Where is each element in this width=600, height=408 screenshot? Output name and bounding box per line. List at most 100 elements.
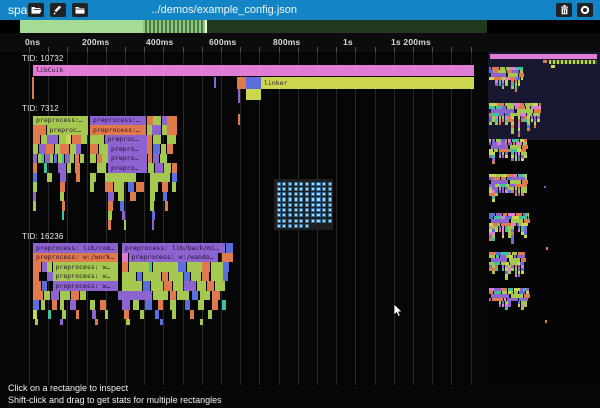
minimap-thumbnail-cell[interactable] xyxy=(522,145,528,149)
minimap-thumbnail-cell[interactable] xyxy=(502,67,506,70)
minimap-thumbnail-cell[interactable] xyxy=(517,174,523,177)
minimap-thumbnail-cell[interactable] xyxy=(507,174,514,177)
flame-bar[interactable] xyxy=(54,144,60,154)
minimap-thumbnail-cell[interactable] xyxy=(511,219,523,223)
minimap-thumbnail-cell[interactable] xyxy=(519,70,523,73)
minimap-thumbnail-cell[interactable] xyxy=(491,109,515,113)
minimap-thumbnail-cell[interactable] xyxy=(498,187,502,190)
minimap-thumbnail-cell[interactable] xyxy=(498,155,502,158)
flame-bar[interactable] xyxy=(47,134,58,144)
minimap-thumbnail-cell[interactable] xyxy=(495,119,498,122)
minimap-thumbnail-cell[interactable] xyxy=(509,258,520,262)
minimap-thumbnail-cell[interactable] xyxy=(498,226,502,229)
flame-bar[interactable] xyxy=(122,252,128,262)
minimap-thumbnail-cell[interactable] xyxy=(489,174,496,177)
flame-bar[interactable] xyxy=(237,114,240,125)
minimap-thumbnail-cell[interactable] xyxy=(514,106,518,109)
flame-bar[interactable] xyxy=(151,210,155,220)
flame-bar[interactable] xyxy=(128,262,149,272)
minimap-thumbnail-cell[interactable] xyxy=(517,304,521,307)
minimap-thumbnail-cell[interactable] xyxy=(519,223,522,226)
minimap-thumbnail-cell[interactable] xyxy=(521,298,529,301)
flame-bar[interactable] xyxy=(190,309,194,319)
minimap-thumbnail-cell[interactable] xyxy=(521,301,524,304)
minimap-thumbnail-cell[interactable] xyxy=(498,190,502,193)
minimap-thumbnail-cell[interactable] xyxy=(489,255,496,258)
flame-bar[interactable] xyxy=(190,271,201,281)
flame-bar[interactable] xyxy=(186,262,202,272)
flame-bar[interactable] xyxy=(58,134,66,144)
minimap-thumbnail-cell[interactable] xyxy=(493,252,496,255)
minimap-thumbnail-cell[interactable] xyxy=(513,255,517,258)
minimap-thumbnail-cell[interactable] xyxy=(506,70,512,73)
minimap-thumbnail-cell[interactable] xyxy=(492,235,495,238)
flame-bar[interactable] xyxy=(161,125,167,135)
minimap-thumbnail-cell[interactable] xyxy=(497,142,501,145)
flame-bar[interactable] xyxy=(168,271,183,281)
minimap-thumbnail-cell[interactable] xyxy=(520,77,523,80)
minimap-thumbnail-cell[interactable] xyxy=(511,298,519,301)
flame-bar[interactable] xyxy=(183,271,190,281)
flame-bar[interactable] xyxy=(70,300,76,310)
minimap-thumbnail-cell[interactable] xyxy=(495,268,498,271)
minimap-thumbnail-cell[interactable] xyxy=(489,223,493,226)
minimap-thumbnail-cell[interactable] xyxy=(492,113,499,116)
flame-bar[interactable] xyxy=(50,153,53,163)
minimap-thumbnail-cell[interactable] xyxy=(491,258,508,262)
flame-bar[interactable] xyxy=(62,153,64,163)
minimap-thumbnail-cell[interactable] xyxy=(520,255,525,258)
minimap-thumbnail-cell[interactable] xyxy=(495,184,500,187)
minimap-thumbnail-cell[interactable] xyxy=(520,262,525,265)
minimap-thumbnail-cell[interactable] xyxy=(523,288,526,291)
minimap-thumbnail-cell[interactable] xyxy=(519,139,524,142)
flame-bar[interactable] xyxy=(223,262,229,272)
minimap-thumbnail-cell[interactable] xyxy=(501,80,505,83)
minimap-thumbnail-cell[interactable] xyxy=(495,187,498,190)
minimap-thumbnail-cell[interactable] xyxy=(498,119,502,122)
minimap-thumbnail-cell[interactable] xyxy=(508,190,511,193)
flame-bar[interactable] xyxy=(70,153,74,163)
flame-bar[interactable] xyxy=(133,300,139,310)
minimap-thumbnail-cell[interactable] xyxy=(505,142,508,145)
flame-bar[interactable] xyxy=(169,290,176,300)
minimap-thumbnail-cell[interactable] xyxy=(489,70,493,73)
minimap-thumbnail-cell[interactable] xyxy=(524,139,527,142)
flame-bar[interactable]: preprocess: w… xyxy=(52,271,118,281)
flame-bar[interactable] xyxy=(202,262,210,272)
minimap-thumbnail-cell[interactable] xyxy=(505,116,508,119)
flame-bar[interactable] xyxy=(164,201,168,211)
minimap-thumbnail-cell[interactable] xyxy=(508,187,511,190)
flame-bar[interactable] xyxy=(146,115,153,125)
minimap-thumbnail-cell[interactable] xyxy=(492,119,495,122)
minimap-thumbnail-cell[interactable] xyxy=(498,70,507,73)
flame-bar[interactable] xyxy=(33,281,41,291)
flame-bar[interactable] xyxy=(151,220,154,230)
minimap-thumbnail-cell[interactable] xyxy=(492,199,495,202)
minimap-thumbnail-cell[interactable] xyxy=(491,145,509,149)
minimap-thumbnail-cell[interactable] xyxy=(505,229,508,232)
minimap-thumbnail-cell[interactable] xyxy=(511,238,514,241)
flame-bar[interactable] xyxy=(127,182,134,192)
flame-bar[interactable] xyxy=(104,182,113,192)
flame-bar[interactable] xyxy=(33,201,36,211)
minimap-thumbnail-cell[interactable] xyxy=(516,67,523,70)
flame-bar[interactable] xyxy=(177,290,189,300)
minimap-thumbnail-cell[interactable] xyxy=(508,301,511,304)
minimap-thumbnail-cell[interactable] xyxy=(537,119,540,122)
flame-bar[interactable] xyxy=(108,201,113,211)
flame-bar[interactable] xyxy=(123,220,126,230)
minimap-thumbnail-cell[interactable] xyxy=(489,288,494,291)
flame-bar[interactable] xyxy=(163,191,167,201)
minimap-thumbnail-cell[interactable] xyxy=(492,265,495,268)
minimap-thumbnail-cell[interactable] xyxy=(521,268,524,271)
flame-bar[interactable] xyxy=(62,210,64,220)
minimap-thumbnail-cell[interactable] xyxy=(501,235,505,238)
flame-bar[interactable] xyxy=(44,163,47,173)
flame-bar[interactable] xyxy=(33,262,41,272)
minimap-thumbnail-cell[interactable] xyxy=(495,229,498,232)
minimap-thumbnail-cell[interactable] xyxy=(505,187,508,190)
flame-bar[interactable] xyxy=(41,153,44,163)
minimap-thumbnail-cell[interactable] xyxy=(502,106,507,109)
minimap-thumbnail-cell[interactable] xyxy=(505,139,508,142)
flame-bar[interactable] xyxy=(155,163,163,173)
